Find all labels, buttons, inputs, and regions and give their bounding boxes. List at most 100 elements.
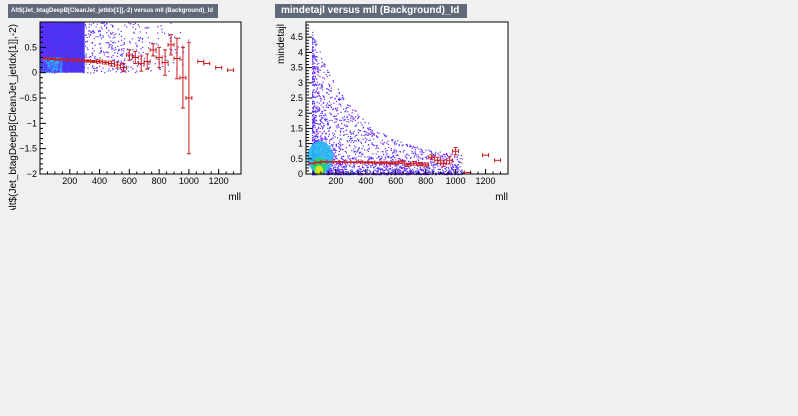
density-cell xyxy=(311,122,314,124)
density-cell xyxy=(332,135,335,137)
density-cell xyxy=(400,171,402,173)
density-cell xyxy=(327,123,330,125)
density-cell xyxy=(43,48,45,50)
density-cell xyxy=(70,62,72,64)
density-cell xyxy=(318,139,320,141)
density-cell xyxy=(312,140,314,142)
density-cell xyxy=(393,150,395,152)
density-cell xyxy=(419,166,421,168)
density-cell xyxy=(431,161,434,163)
density-cell xyxy=(41,69,43,71)
density-cell xyxy=(133,54,135,57)
density-cell xyxy=(332,169,334,171)
density-cell xyxy=(42,27,44,29)
density-cell xyxy=(68,39,70,41)
density-cell xyxy=(423,170,425,173)
density-cell xyxy=(344,134,346,136)
density-cell xyxy=(315,139,317,142)
density-cell xyxy=(319,124,321,126)
density-cell xyxy=(314,42,316,44)
density-cell xyxy=(48,29,50,31)
density-cell xyxy=(437,171,440,174)
density-cell xyxy=(408,160,410,162)
density-cell xyxy=(350,133,352,135)
density-cell xyxy=(328,130,330,132)
density-cell xyxy=(94,57,96,59)
density-cell xyxy=(379,158,381,161)
density-cell xyxy=(383,134,386,136)
density-cell xyxy=(391,140,393,142)
density-cell xyxy=(56,71,58,73)
density-cell xyxy=(416,165,419,167)
density-cell xyxy=(61,56,63,58)
density-cell xyxy=(60,52,62,55)
density-cell xyxy=(57,35,59,37)
density-cell xyxy=(461,173,463,176)
density-cell xyxy=(97,36,99,38)
density-cell xyxy=(341,156,343,158)
density-cell xyxy=(348,121,350,123)
density-cell xyxy=(391,158,393,161)
density-cell xyxy=(448,170,450,172)
density-cell xyxy=(68,47,71,49)
density-cell xyxy=(452,169,454,171)
density-cell xyxy=(392,169,394,171)
density-cell xyxy=(319,131,321,133)
density-cell xyxy=(408,167,410,169)
density-cell xyxy=(116,55,118,57)
density-cell xyxy=(434,153,437,155)
density-cell xyxy=(81,40,84,42)
density-cell xyxy=(89,33,92,35)
density-cell xyxy=(40,22,42,25)
density-cell xyxy=(358,147,360,149)
density-cell xyxy=(334,118,336,120)
density-cell xyxy=(327,127,329,130)
density-cell xyxy=(40,22,42,25)
density-cell xyxy=(403,170,406,172)
density-cell xyxy=(423,171,425,173)
density-cell xyxy=(53,61,55,63)
density-cell xyxy=(313,50,315,52)
density-cell xyxy=(394,168,396,170)
density-cell xyxy=(364,163,366,165)
density-cell xyxy=(351,170,353,173)
density-cell xyxy=(417,170,419,172)
density-cell xyxy=(427,165,429,167)
density-cell xyxy=(69,24,71,26)
density-cell xyxy=(331,172,333,174)
density-cell xyxy=(112,55,114,57)
density-cell xyxy=(418,156,420,158)
density-cell xyxy=(361,124,363,126)
density-cell xyxy=(460,154,463,157)
density-cell xyxy=(352,170,354,172)
density-cell xyxy=(319,115,321,117)
density-cell xyxy=(372,173,375,176)
density-cell xyxy=(325,138,327,140)
density-cell xyxy=(355,125,357,127)
density-cell xyxy=(351,149,353,152)
density-cell xyxy=(339,146,341,148)
density-cell xyxy=(372,153,374,155)
density-cell xyxy=(383,166,385,168)
density-cell xyxy=(311,125,314,128)
density-cell xyxy=(139,38,141,40)
density-cell xyxy=(414,154,416,156)
density-cell xyxy=(146,27,148,30)
density-cell xyxy=(426,155,428,157)
density-cell xyxy=(327,170,329,172)
density-cell xyxy=(123,41,125,44)
density-cell xyxy=(375,135,378,137)
x-tick-label: 200 xyxy=(328,176,343,186)
density-cell xyxy=(106,56,108,58)
density-cell xyxy=(314,83,316,85)
density-cell xyxy=(115,71,117,73)
density-cell xyxy=(71,54,74,56)
density-cell xyxy=(45,65,48,67)
density-cell xyxy=(45,35,47,38)
y-tick-label: 0 xyxy=(298,169,303,179)
density-cell xyxy=(103,22,105,24)
density-cell xyxy=(46,40,48,42)
density-cell xyxy=(314,49,316,51)
density-cell xyxy=(80,50,82,52)
density-cell xyxy=(355,134,357,137)
